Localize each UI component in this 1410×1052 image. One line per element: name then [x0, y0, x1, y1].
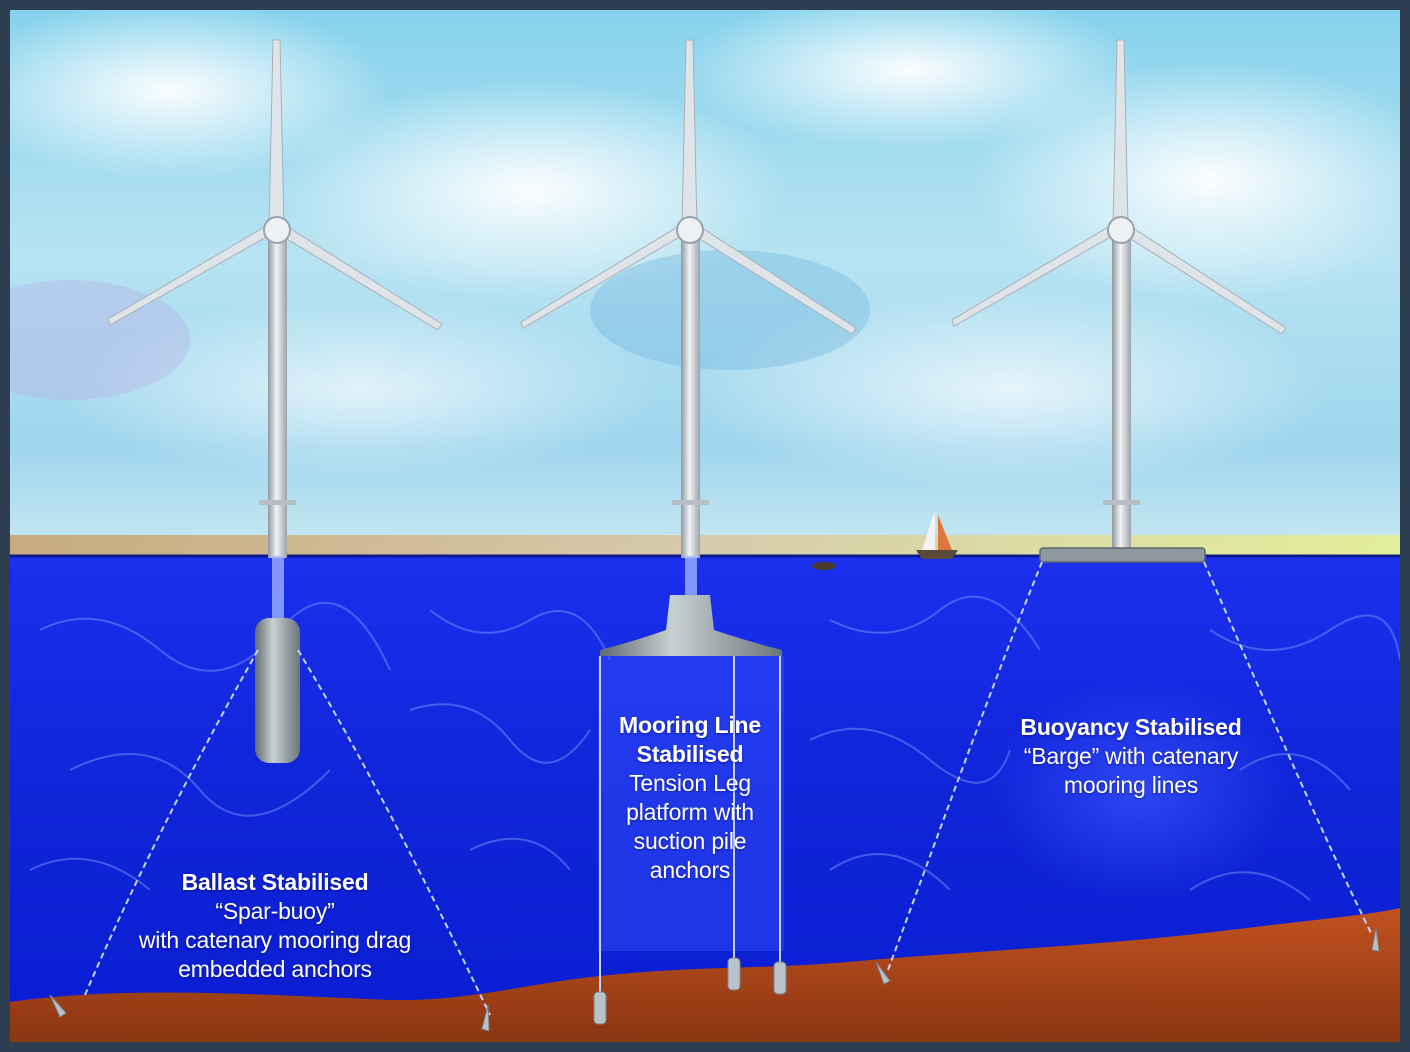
- label-line: “Barge” with catenary: [1023, 743, 1239, 769]
- catenary-anchors: [875, 927, 1380, 985]
- label-title: Ballast Stabilised: [181, 869, 369, 895]
- tower-flange: [672, 500, 709, 505]
- seabed: [10, 908, 1400, 1042]
- tension-tendons: [599, 656, 781, 995]
- tlp-platform: [600, 595, 782, 656]
- label-line: platform with: [626, 799, 754, 825]
- sailboat: [916, 510, 958, 559]
- turbine-barge: [951, 39, 1287, 563]
- label-title: Buoyancy Stabilised: [1020, 714, 1242, 740]
- tower-flange: [259, 500, 296, 505]
- label-mooring-line-stabilised: Mooring Line Stabilised Tension Leg plat…: [590, 711, 790, 885]
- submerged-shaft: [272, 556, 284, 626]
- label-line: with catenary mooring drag: [138, 927, 412, 953]
- rotor-hub: [263, 216, 291, 244]
- clouds: [10, 10, 1400, 490]
- rotor-blades: [107, 39, 443, 331]
- floating-wind-scene: [10, 10, 1400, 1042]
- label-line: suction pile: [633, 828, 747, 854]
- barge-glow: [990, 680, 1290, 900]
- water-caustics: [29, 595, 1400, 901]
- turbine-spar-buoy: [107, 39, 443, 763]
- drag-anchors: [49, 994, 490, 1032]
- label-buoyancy-stabilised: Buoyancy Stabilised “Barge” with catenar…: [990, 713, 1272, 800]
- label-line: mooring lines: [1063, 772, 1199, 798]
- tower: [268, 228, 287, 558]
- barge-hull: [1039, 547, 1206, 563]
- rotor-hub: [676, 216, 704, 244]
- label-title: Stabilised: [636, 741, 744, 767]
- label-line: embedded anchors: [178, 956, 372, 982]
- tension-leg-glow: [598, 656, 784, 951]
- tower-flange: [1103, 500, 1140, 505]
- label-ballast-stabilised: Ballast Stabilised “Spar-buoy” with cate…: [115, 868, 435, 984]
- tower: [681, 228, 700, 558]
- label-line: Tension Leg: [629, 770, 751, 796]
- rotor-hub: [1107, 216, 1135, 244]
- rotor-blades: [520, 39, 857, 335]
- tower: [1112, 228, 1131, 553]
- turbine-tension-leg: [520, 39, 857, 656]
- mooring-lines-barge: [887, 561, 1373, 971]
- floating-buoy: [812, 562, 836, 570]
- mooring-lines-spar: [84, 649, 491, 1016]
- label-title: Mooring Line: [619, 712, 761, 738]
- rotor-blades: [951, 39, 1287, 335]
- suction-pile-anchors: [593, 957, 787, 1025]
- label-line: anchors: [649, 857, 731, 883]
- spar-hull: [255, 618, 300, 763]
- submerged-shaft: [685, 556, 697, 596]
- label-line: “Spar-buoy”: [215, 898, 335, 924]
